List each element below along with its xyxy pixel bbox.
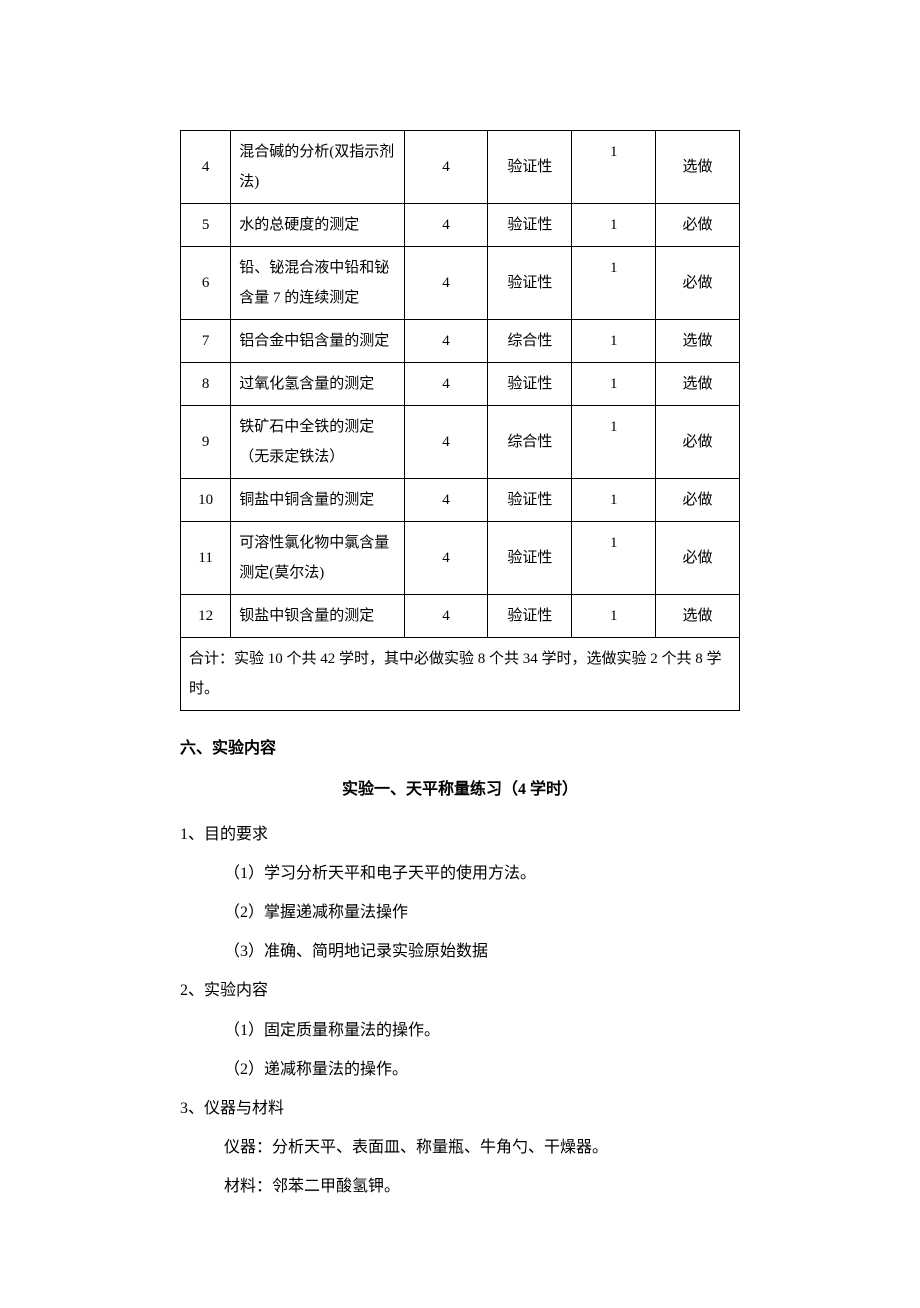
table-row: 7 铝合金中铝含量的测定 4 综合性 1 选做 [181,320,740,363]
list-item: （2）递减称量法的操作。 [180,1052,740,1087]
cell-type: 综合性 [488,320,572,363]
subsection-heading: 3、仪器与材料 [180,1091,740,1126]
table-summary-row: 合计：实验 10 个共 42 学时，其中必做实验 8 个共 34 学时，选做实验… [181,638,740,711]
cell-name: 混合碱的分析(双指示剂法) [231,131,404,204]
cell-num: 12 [181,595,231,638]
cell-hours: 4 [404,522,488,595]
cell-req: 必做 [656,522,740,595]
cell-name: 铁矿石中全铁的测定（无汞定铁法） [231,406,404,479]
cell-num: 5 [181,204,231,247]
experiment-title: 实验一、天平称量练习（4 学时） [180,776,740,805]
cell-type: 验证性 [488,363,572,406]
cell-people: 1 [572,479,656,522]
cell-people: 1 [572,320,656,363]
subsection-heading: 2、实验内容 [180,973,740,1008]
cell-hours: 4 [404,479,488,522]
cell-people: 1 [572,131,656,204]
experiment-table: 4 混合碱的分析(双指示剂法) 4 验证性 1 选做 5 水的总硬度的测定 4 … [180,130,740,711]
table-row: 12 钡盐中钡含量的测定 4 验证性 1 选做 [181,595,740,638]
cell-summary: 合计：实验 10 个共 42 学时，其中必做实验 8 个共 34 学时，选做实验… [181,638,740,711]
cell-type: 综合性 [488,406,572,479]
table-row: 6 铅、铋混合液中铅和铋含量 7 的连续测定 4 验证性 1 必做 [181,247,740,320]
cell-num: 8 [181,363,231,406]
cell-num: 11 [181,522,231,595]
table-body: 4 混合碱的分析(双指示剂法) 4 验证性 1 选做 5 水的总硬度的测定 4 … [181,131,740,711]
subsection-heading: 1、目的要求 [180,817,740,852]
cell-hours: 4 [404,595,488,638]
cell-name: 可溶性氯化物中氯含量测定(莫尔法) [231,522,404,595]
cell-req: 必做 [656,406,740,479]
table-row: 11 可溶性氯化物中氯含量测定(莫尔法) 4 验证性 1 必做 [181,522,740,595]
cell-type: 验证性 [488,247,572,320]
list-item: （1）固定质量称量法的操作。 [180,1013,740,1048]
cell-hours: 4 [404,406,488,479]
table-row: 4 混合碱的分析(双指示剂法) 4 验证性 1 选做 [181,131,740,204]
cell-type: 验证性 [488,522,572,595]
table-row: 8 过氧化氢含量的测定 4 验证性 1 选做 [181,363,740,406]
cell-people: 1 [572,595,656,638]
cell-type: 验证性 [488,131,572,204]
cell-name: 铅、铋混合液中铅和铋含量 7 的连续测定 [231,247,404,320]
cell-hours: 4 [404,204,488,247]
cell-hours: 4 [404,363,488,406]
cell-type: 验证性 [488,595,572,638]
cell-name: 铜盐中铜含量的测定 [231,479,404,522]
cell-type: 验证性 [488,204,572,247]
cell-num: 9 [181,406,231,479]
cell-people: 1 [572,522,656,595]
cell-people: 1 [572,247,656,320]
cell-req: 选做 [656,363,740,406]
cell-people: 1 [572,406,656,479]
cell-num: 10 [181,479,231,522]
cell-people: 1 [572,204,656,247]
cell-people: 1 [572,363,656,406]
cell-num: 7 [181,320,231,363]
cell-hours: 4 [404,247,488,320]
list-item: （1）学习分析天平和电子天平的使用方法。 [180,856,740,891]
cell-type: 验证性 [488,479,572,522]
cell-num: 6 [181,247,231,320]
cell-name: 过氧化氢含量的测定 [231,363,404,406]
cell-req: 选做 [656,595,740,638]
cell-name: 钡盐中钡含量的测定 [231,595,404,638]
cell-req: 选做 [656,131,740,204]
cell-hours: 4 [404,320,488,363]
cell-name: 水的总硬度的测定 [231,204,404,247]
cell-hours: 4 [404,131,488,204]
cell-req: 必做 [656,204,740,247]
table-row: 5 水的总硬度的测定 4 验证性 1 必做 [181,204,740,247]
section-heading: 六、实验内容 [180,735,740,764]
cell-num: 4 [181,131,231,204]
cell-req: 必做 [656,479,740,522]
list-item: 仪器：分析天平、表面皿、称量瓶、牛角勺、干燥器。 [180,1130,740,1165]
cell-req: 选做 [656,320,740,363]
cell-req: 必做 [656,247,740,320]
table-row: 9 铁矿石中全铁的测定（无汞定铁法） 4 综合性 1 必做 [181,406,740,479]
list-item: （2）掌握递减称量法操作 [180,895,740,930]
table-row: 10 铜盐中铜含量的测定 4 验证性 1 必做 [181,479,740,522]
list-item: （3）准确、简明地记录实验原始数据 [180,934,740,969]
list-item: 材料：邻苯二甲酸氢钾。 [180,1169,740,1204]
cell-name: 铝合金中铝含量的测定 [231,320,404,363]
